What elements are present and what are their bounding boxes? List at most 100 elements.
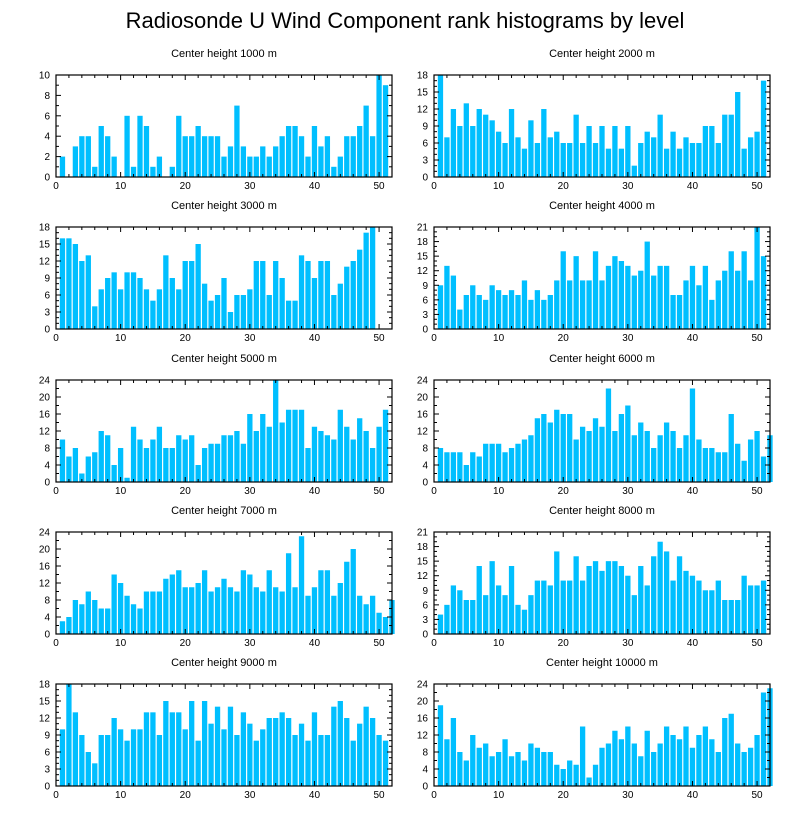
histogram-bar: [234, 735, 240, 786]
histogram-bar: [612, 730, 618, 786]
histogram-bar: [618, 739, 625, 786]
y-tick-label: 0: [44, 630, 50, 641]
histogram-bar: [66, 238, 72, 329]
histogram-bar: [331, 295, 337, 329]
histogram-bar: [59, 439, 66, 482]
histogram-bar: [663, 726, 670, 786]
histogram-bar: [163, 701, 169, 786]
histogram-bar: [715, 280, 721, 329]
panel-title: Center height 4000 m: [549, 200, 655, 212]
histogram-bar: [515, 604, 521, 634]
x-tick-label: 50: [752, 486, 764, 497]
histogram-bar: [169, 712, 175, 786]
histogram-bar: [79, 261, 85, 329]
histogram-bar: [318, 735, 324, 786]
histogram-bar: [247, 414, 253, 482]
histogram-bar: [176, 115, 182, 177]
histogram-bar: [85, 752, 91, 786]
histogram-bar: [156, 289, 163, 329]
histogram-bar: [683, 137, 689, 177]
histogram-bar: [292, 126, 298, 177]
histogram-bar: [528, 435, 534, 482]
histogram-bar: [760, 456, 767, 482]
y-tick-label: 8: [44, 444, 50, 455]
histogram-bar: [234, 295, 240, 329]
histogram-panel: Center height 7000 m 0 10 20 30 40 50 0 4 8 12 16 20…: [39, 505, 395, 649]
histogram-bar: [528, 595, 534, 634]
y-tick-label: 4: [44, 613, 50, 624]
histogram-bar: [143, 712, 150, 786]
histogram-bar: [735, 92, 741, 177]
histogram-bar: [541, 414, 547, 482]
histogram-bar: [214, 443, 221, 482]
histogram-bar: [638, 756, 644, 786]
histogram-bar: [554, 280, 560, 329]
histogram-bar: [227, 587, 234, 634]
histogram-bar: [696, 143, 702, 177]
histogram-bar: [357, 126, 363, 177]
histogram-bar: [463, 760, 469, 786]
histogram-bar: [450, 585, 457, 634]
histogram-bar: [657, 435, 663, 482]
histogram-bar: [663, 551, 670, 634]
histogram-bar: [722, 718, 728, 786]
histogram-bar: [541, 299, 547, 329]
histogram-bar: [670, 580, 676, 634]
histogram-bar: [59, 156, 66, 177]
histogram-bar: [579, 580, 586, 634]
x-tick-label: 30: [622, 181, 634, 192]
y-tick-label: 21: [417, 223, 429, 234]
histogram-bar: [457, 590, 463, 634]
histogram-bar: [111, 272, 117, 329]
x-tick-label: 40: [309, 486, 321, 497]
x-tick-label: 20: [558, 181, 570, 192]
x-tick-label: 20: [558, 790, 570, 801]
histogram-bar: [605, 561, 612, 634]
histogram-bar: [476, 747, 482, 786]
histogram-bar: [476, 295, 482, 329]
histogram-bar: [298, 136, 305, 177]
histogram-bar: [463, 465, 469, 482]
histogram-bar: [483, 114, 489, 177]
histogram-bar: [169, 166, 175, 177]
x-tick-label: 10: [493, 638, 505, 649]
histogram-bar: [683, 280, 689, 329]
histogram-bar: [741, 575, 747, 634]
histogram-bar: [657, 541, 663, 634]
histogram-bar: [618, 148, 625, 177]
histogram-bar: [528, 120, 534, 177]
x-tick-label: 0: [53, 181, 59, 192]
histogram-bar: [495, 585, 502, 634]
histogram-bar: [702, 590, 709, 634]
y-tick-label: 0: [422, 478, 428, 489]
histogram-bar: [592, 418, 599, 482]
histogram-bar: [554, 764, 560, 786]
histogram-bar: [437, 75, 444, 177]
histogram-bar: [502, 452, 508, 482]
histogram-bar: [508, 756, 515, 786]
y-tick-label: 4: [422, 765, 428, 776]
x-tick-label: 10: [115, 486, 127, 497]
histogram-bar: [240, 146, 247, 177]
histogram-panel: Center height 5000 m 0 10 20 30 40 50 0 4 8 12 16 20…: [39, 353, 393, 497]
histogram-bar: [715, 452, 721, 482]
histogram-bar: [657, 114, 663, 177]
histogram-bar: [670, 735, 676, 786]
histogram-bar: [59, 729, 66, 786]
histogram-bar: [489, 443, 495, 482]
histogram-bar: [483, 743, 489, 786]
y-tick-label: 0: [422, 782, 428, 793]
y-tick-label: 12: [417, 731, 429, 742]
histogram-bar: [298, 409, 305, 482]
histogram-bar: [214, 136, 221, 177]
histogram-bar: [214, 295, 221, 329]
histogram-bar: [201, 283, 208, 329]
histogram-bar: [292, 735, 298, 786]
histogram-bar: [350, 740, 356, 786]
histogram-bar: [208, 723, 214, 786]
histogram-bar: [476, 109, 482, 177]
x-tick-label: 50: [374, 638, 386, 649]
histogram-bar: [176, 289, 182, 329]
y-tick-label: 20: [39, 393, 51, 404]
histogram-bar: [163, 448, 169, 482]
